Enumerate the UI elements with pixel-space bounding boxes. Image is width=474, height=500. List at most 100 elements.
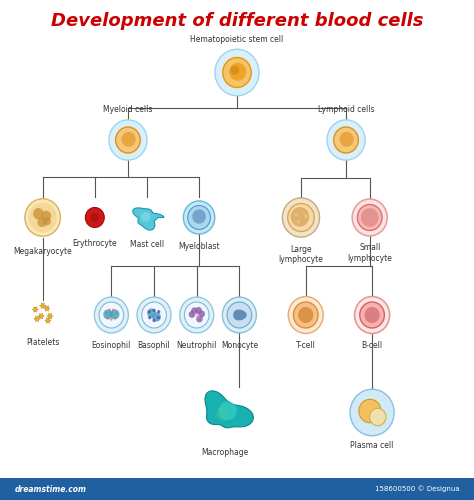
Polygon shape [34, 316, 40, 322]
Circle shape [192, 210, 206, 224]
Bar [0, 478, 474, 500]
Text: Megakaryocyte: Megakaryocyte [13, 246, 72, 256]
Circle shape [283, 198, 319, 237]
Circle shape [112, 308, 114, 311]
Circle shape [109, 312, 114, 317]
Circle shape [223, 58, 251, 88]
Circle shape [355, 296, 390, 334]
Circle shape [91, 213, 99, 222]
Circle shape [229, 63, 246, 81]
Circle shape [148, 310, 151, 314]
Circle shape [184, 302, 209, 328]
Circle shape [137, 297, 171, 333]
Circle shape [227, 302, 252, 328]
Circle shape [288, 204, 314, 232]
Circle shape [327, 120, 365, 160]
Circle shape [293, 302, 318, 328]
Circle shape [361, 208, 379, 227]
Circle shape [215, 50, 259, 96]
Polygon shape [47, 313, 53, 319]
Text: Large
lymphocyte: Large lymphocyte [279, 245, 323, 264]
Text: Monocyte: Monocyte [221, 341, 258, 350]
Circle shape [85, 208, 104, 228]
Circle shape [121, 132, 136, 147]
Circle shape [33, 208, 44, 220]
Polygon shape [45, 318, 51, 324]
Circle shape [94, 297, 128, 333]
Circle shape [304, 214, 307, 218]
Circle shape [141, 212, 151, 222]
Text: Plasma cell: Plasma cell [350, 442, 394, 450]
Circle shape [43, 217, 51, 226]
Circle shape [365, 307, 380, 323]
Circle shape [115, 312, 118, 314]
Circle shape [230, 66, 239, 75]
Text: Myeloblast: Myeloblast [178, 242, 220, 250]
Circle shape [25, 198, 60, 236]
Polygon shape [205, 391, 253, 428]
Circle shape [109, 120, 147, 160]
Circle shape [194, 312, 196, 315]
Circle shape [298, 307, 313, 323]
Circle shape [180, 297, 214, 333]
Circle shape [357, 204, 382, 231]
Text: Neutrophil: Neutrophil [176, 341, 217, 350]
Circle shape [217, 406, 230, 420]
Circle shape [142, 302, 166, 328]
Text: dreamstime.com: dreamstime.com [14, 484, 86, 494]
Circle shape [359, 400, 381, 422]
Circle shape [360, 302, 384, 328]
Circle shape [107, 317, 109, 320]
Circle shape [114, 317, 116, 320]
Circle shape [110, 318, 112, 320]
Circle shape [153, 309, 155, 312]
Circle shape [110, 310, 119, 320]
Circle shape [196, 317, 198, 320]
Circle shape [370, 408, 386, 426]
Circle shape [103, 310, 113, 320]
Circle shape [189, 311, 195, 318]
Text: Lymphoid cells: Lymphoid cells [318, 105, 374, 114]
Text: 158600500 © Designua: 158600500 © Designua [375, 486, 460, 492]
Polygon shape [39, 303, 46, 308]
Circle shape [99, 302, 124, 328]
Circle shape [295, 213, 298, 216]
Text: B-cell: B-cell [362, 341, 383, 350]
Circle shape [37, 218, 46, 227]
Circle shape [195, 307, 202, 314]
Circle shape [196, 314, 198, 316]
Circle shape [188, 206, 210, 230]
Polygon shape [32, 306, 38, 312]
Polygon shape [38, 313, 44, 319]
Circle shape [334, 127, 358, 153]
Circle shape [152, 312, 161, 322]
Circle shape [116, 127, 140, 153]
Text: Small
lymphocyte: Small lymphocyte [347, 244, 392, 262]
Circle shape [191, 308, 198, 314]
Circle shape [288, 296, 323, 334]
Text: Hematopoietic stem cell: Hematopoietic stem cell [191, 34, 283, 43]
Text: Myeloid cells: Myeloid cells [103, 105, 153, 114]
Circle shape [198, 310, 205, 318]
Circle shape [196, 316, 203, 322]
Circle shape [350, 389, 394, 436]
Text: Eosinophil: Eosinophil [91, 341, 131, 350]
Circle shape [352, 199, 387, 236]
Circle shape [222, 297, 256, 333]
Polygon shape [44, 306, 50, 312]
Circle shape [41, 211, 51, 221]
Circle shape [157, 310, 160, 314]
Polygon shape [133, 208, 164, 230]
Circle shape [291, 207, 309, 227]
Circle shape [297, 220, 300, 224]
Circle shape [183, 201, 215, 234]
Circle shape [148, 316, 151, 320]
Polygon shape [233, 310, 247, 320]
Text: Platelets: Platelets [26, 338, 59, 346]
Text: T-cell: T-cell [296, 341, 316, 350]
Circle shape [109, 308, 110, 311]
Circle shape [219, 401, 237, 420]
Circle shape [105, 312, 108, 314]
Text: Mast cell: Mast cell [130, 240, 164, 249]
Circle shape [147, 308, 156, 318]
